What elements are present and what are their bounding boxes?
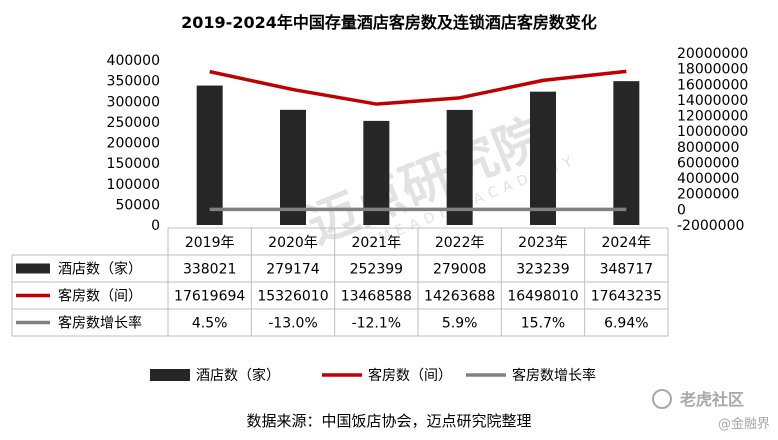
brand-sub: @金融界 <box>718 416 770 432</box>
right-tick-label: 6000000 <box>677 155 739 171</box>
right-tick-label: 10000000 <box>677 124 748 140</box>
legend: 酒店数（家） 客房数（间） 客房数增长率 <box>150 367 596 384</box>
source-note: 数据来源：中国饭店协会，迈点研究院整理 <box>246 412 531 430</box>
row-key-bar <box>16 263 50 274</box>
data-label: 17643235 <box>591 289 662 305</box>
bar-hotels-1 <box>196 85 223 225</box>
right-tick-label: 20000000 <box>677 46 748 62</box>
data-label: 15.7% <box>521 316 565 332</box>
brand-icon <box>652 389 672 409</box>
data-label: 4.5% <box>192 316 228 332</box>
category-label: 2023年 <box>518 235 568 251</box>
right-tick-label: 0 <box>677 202 686 218</box>
legend-key-bar <box>150 369 190 381</box>
right-tick-label: 14000000 <box>677 93 748 109</box>
bar-hotels-2 <box>280 109 306 225</box>
left-axis-ticks: 0 50000 100000 150000 200000 250000 300000 3500… <box>107 53 160 234</box>
data-label: 15326010 <box>257 289 328 305</box>
data-label: 17619694 <box>174 289 245 305</box>
left-tick-label: 300000 <box>107 94 160 110</box>
line-rooms <box>209 69 627 106</box>
row-label: 客房数增长率 <box>58 315 142 332</box>
bar-hotels-6 <box>613 81 640 225</box>
bar-hotels-5 <box>530 91 556 225</box>
data-label: -12.1% <box>352 316 402 332</box>
data-label: 16498010 <box>507 289 578 305</box>
left-tick-label: 400000 <box>107 53 160 69</box>
right-axis-ticks: -200000002000000400000060000008000000100… <box>677 46 748 234</box>
row-label: 客房数（间） <box>58 288 142 305</box>
left-tick-label: 250000 <box>107 115 160 131</box>
legend-label: 客房数增长率 <box>512 367 596 384</box>
brand-logo: 老虎社区 @金融界 <box>652 389 770 432</box>
brand-main: 老虎社区 <box>679 390 744 409</box>
category-label: 2020年 <box>268 235 318 251</box>
left-tick-label: 350000 <box>107 74 160 90</box>
legend-label: 酒店数（家） <box>196 367 280 384</box>
chart-title: 2019-2024年中国存量酒店客房数及连锁酒店客房数变化 <box>181 13 597 32</box>
data-label: -13.0% <box>268 316 318 332</box>
right-tick-label: 18000000 <box>677 62 748 78</box>
data-label: 5.9% <box>442 316 478 332</box>
category-label: 2024年 <box>602 235 652 251</box>
category-label: 2022年 <box>435 235 485 251</box>
data-label: 279174 <box>266 262 320 278</box>
row-label: 酒店数（家） <box>58 261 142 278</box>
category-label: 2021年 <box>352 235 402 251</box>
data-label: 13468588 <box>341 289 412 305</box>
right-tick-label: -2000000 <box>677 218 744 234</box>
right-tick-label: 12000000 <box>677 109 748 125</box>
data-label: 14263688 <box>424 289 495 305</box>
data-label: 323239 <box>516 262 569 278</box>
data-label: 279008 <box>433 262 486 278</box>
data-label: 338021 <box>183 262 236 278</box>
plot-area <box>196 69 640 225</box>
right-tick-label: 8000000 <box>677 140 739 156</box>
data-label: 252399 <box>350 262 403 278</box>
right-tick-label: 2000000 <box>677 187 739 203</box>
left-tick-label: 200000 <box>107 136 160 152</box>
left-tick-label: 150000 <box>107 156 160 172</box>
data-label: 348717 <box>600 262 653 278</box>
right-tick-label: 4000000 <box>677 171 739 187</box>
bar-hotels-4 <box>446 109 473 225</box>
left-tick-label: 0 <box>151 218 160 234</box>
left-tick-label: 50000 <box>115 197 160 213</box>
legend-label: 客房数（间） <box>368 367 452 384</box>
left-tick-label: 100000 <box>107 177 160 193</box>
data-label: 6.94% <box>604 316 648 332</box>
category-label: 2019年 <box>185 235 235 251</box>
right-tick-label: 16000000 <box>677 77 748 93</box>
